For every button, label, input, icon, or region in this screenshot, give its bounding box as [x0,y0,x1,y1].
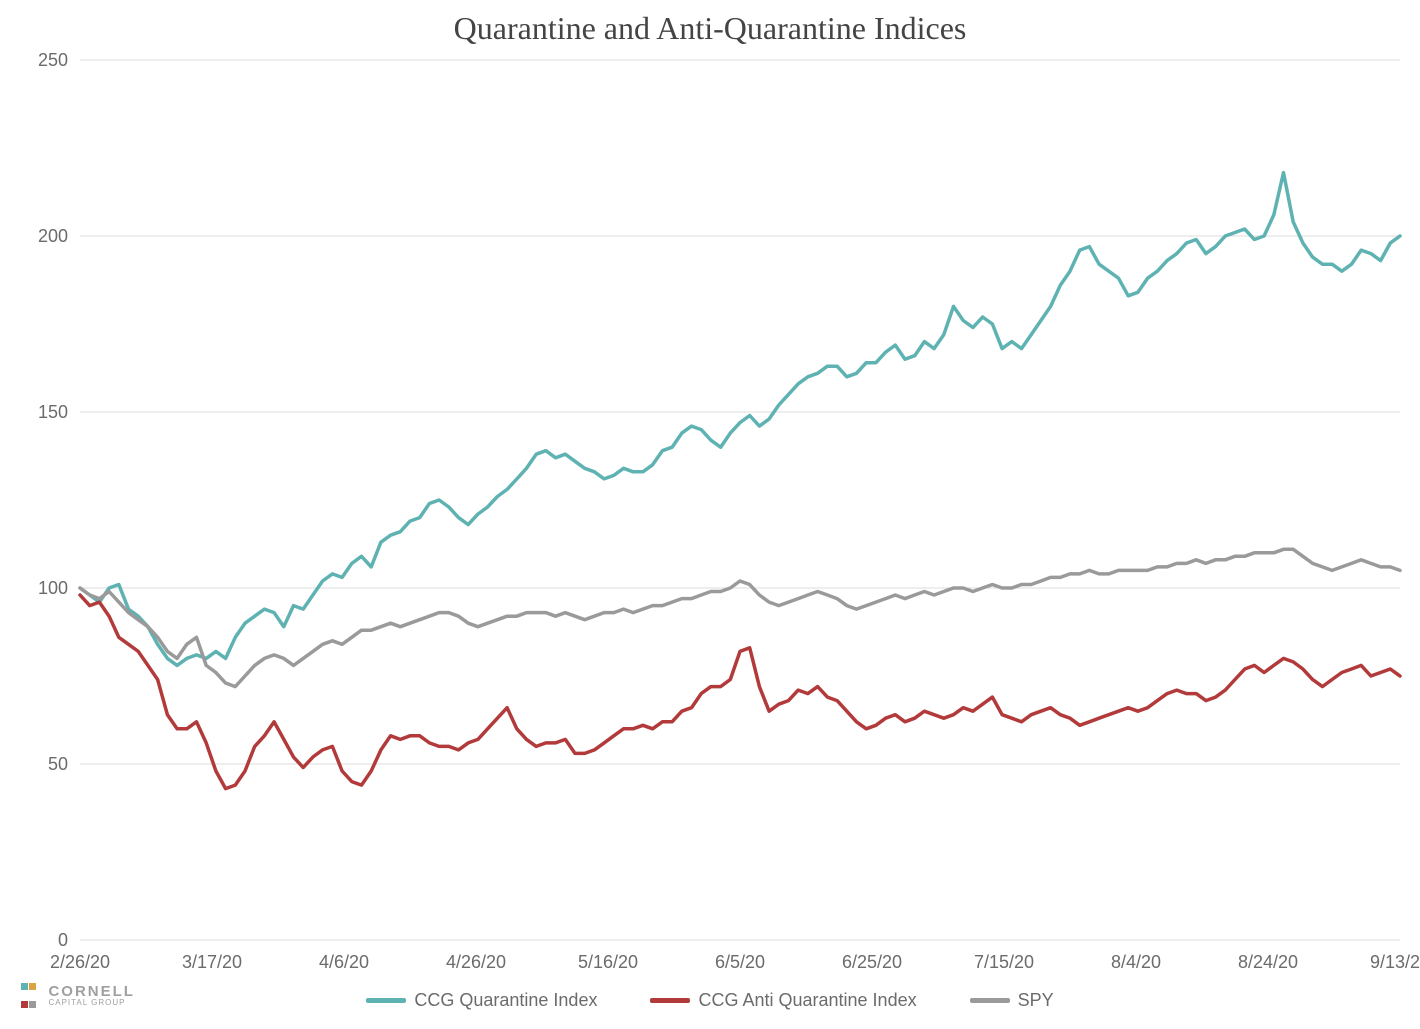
svg-text:3/17/20: 3/17/20 [182,952,242,972]
svg-text:7/15/20: 7/15/20 [974,952,1034,972]
legend-item-anti-quarantine: CCG Anti Quarantine Index [650,990,916,1011]
legend: CCG Quarantine Index CCG Anti Quarantine… [0,987,1420,1011]
svg-text:6/25/20: 6/25/20 [842,952,902,972]
legend-label: CCG Quarantine Index [414,990,597,1011]
chart-container: Quarantine and Anti-Quarantine Indices 0… [0,0,1420,1029]
brand-logo: CORNELL CAPITAL GROUP [20,977,135,1013]
legend-item-spy: SPY [970,990,1054,1011]
svg-text:150: 150 [38,402,68,422]
svg-text:250: 250 [38,50,68,70]
svg-text:0: 0 [58,930,68,950]
svg-text:6/5/20: 6/5/20 [715,952,765,972]
svg-text:4/26/20: 4/26/20 [446,952,506,972]
svg-text:5/16/20: 5/16/20 [578,952,638,972]
svg-text:8/4/20: 8/4/20 [1111,952,1161,972]
svg-text:9/13/20: 9/13/20 [1370,952,1420,972]
legend-label: SPY [1018,990,1054,1011]
logo-mark-icon [20,977,36,1013]
series-line [80,595,1400,789]
legend-item-quarantine: CCG Quarantine Index [366,990,597,1011]
series-line [80,173,1400,666]
svg-text:50: 50 [48,754,68,774]
brand-subtitle: CAPITAL GROUP [48,998,135,1007]
svg-text:200: 200 [38,226,68,246]
legend-swatch [650,998,690,1003]
svg-text:100: 100 [38,578,68,598]
legend-swatch [970,998,1010,1003]
legend-swatch [366,998,406,1003]
chart-svg: 0 50 100 150 200 250 2/26/20 3/17/20 4/6/20 4/26/… [0,0,1420,1029]
svg-text:8/24/20: 8/24/20 [1238,952,1298,972]
legend-label: CCG Anti Quarantine Index [698,990,916,1011]
svg-text:4/6/20: 4/6/20 [319,952,369,972]
svg-text:2/26/20: 2/26/20 [50,952,110,972]
